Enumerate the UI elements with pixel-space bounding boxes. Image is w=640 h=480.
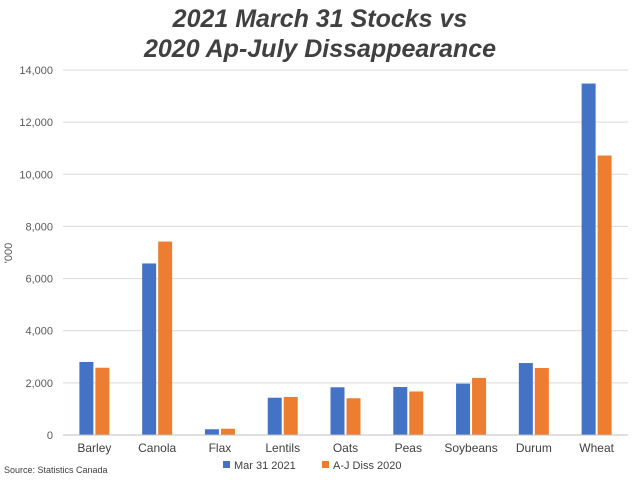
chart-title-line-1: 2021 March 31 Stocks vs	[172, 5, 468, 33]
bar-canola-series-2	[158, 241, 173, 435]
y-tick-label: 10,000	[19, 169, 53, 181]
y-tick-label: 4,000	[25, 326, 53, 338]
x-category-label: Flax	[209, 441, 232, 455]
bar-peas-series-1	[393, 387, 408, 435]
bar-barley-series-2	[95, 367, 110, 435]
x-category-label: Barley	[77, 441, 111, 455]
x-category-label: Durum	[516, 441, 552, 455]
y-tick-label: 2,000	[25, 378, 53, 390]
bar-flax-series-1	[204, 429, 219, 435]
legend-label-mar-31-2021: Mar 31 2021	[234, 460, 296, 472]
bars	[79, 83, 612, 436]
bar-lentils-series-2	[283, 396, 298, 435]
bar-wheat-series-1	[581, 83, 596, 436]
bar-durum-series-1	[518, 363, 533, 435]
legend-swatch-mar-31-2021	[223, 461, 230, 468]
chart-title: 2021 March 31 Stocks vs 2020 Ap-July Dis…	[0, 4, 640, 64]
bar-wheat-series-2	[597, 155, 612, 435]
legend: Mar 31 2021 A-J Diss 2020	[223, 460, 401, 472]
x-category-label: Peas	[395, 441, 422, 455]
y-axis-label: '000	[3, 243, 15, 263]
bar-soybeans-series-1	[456, 383, 471, 435]
x-category-label: Canola	[138, 441, 176, 455]
x-category-label: Wheat	[579, 441, 614, 455]
source-note: Source: Statistics Canada	[4, 465, 108, 475]
x-category-label: Lentils	[265, 441, 300, 455]
gridlines	[63, 69, 628, 384]
bar-lentils-series-1	[267, 397, 282, 435]
legend-label-a-j-diss-2020: A-J Diss 2020	[333, 460, 401, 472]
bar-peas-series-2	[409, 391, 424, 435]
bar-durum-series-2	[534, 367, 549, 435]
y-tick-label: 0	[47, 430, 53, 442]
x-category-label: Soybeans	[444, 441, 497, 455]
bar-oats-series-1	[330, 387, 345, 435]
x-category-labels: Barley Canola Flax Lentils Oats Peas Soybeans D…	[77, 441, 614, 455]
bar-barley-series-1	[79, 362, 94, 435]
y-tick-label: 14,000	[19, 65, 53, 77]
y-tick-label: 12,000	[19, 117, 53, 129]
y-tick-label: 8,000	[25, 221, 53, 233]
chart-title-line-2: 2020 Ap-July Dissappearance	[143, 35, 497, 63]
bar-flax-series-2	[220, 428, 235, 435]
bar-soybeans-series-2	[472, 377, 487, 435]
bar-oats-series-2	[346, 398, 361, 435]
y-tick-label: 6,000	[25, 274, 53, 286]
bar-canola-series-1	[142, 263, 157, 435]
y-tick-labels: 0 2,000 4,000 6,000 8,000 10,000 12,000 14,000	[19, 65, 53, 442]
x-category-label: Oats	[333, 441, 358, 455]
legend-swatch-a-j-diss-2020	[322, 461, 329, 468]
